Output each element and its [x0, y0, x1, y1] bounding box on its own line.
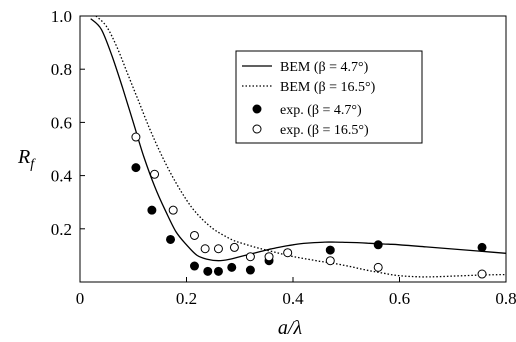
x-tick-label: 0.8 — [495, 289, 516, 308]
data-point-exp-16-5 — [200, 244, 210, 254]
data-point-exp-16-5 — [325, 256, 335, 266]
legend-label-exp-4-7: exp. (β = 4.7°) — [280, 103, 362, 118]
data-point-exp-4-7 — [131, 163, 141, 173]
y-tick-label: 1.0 — [51, 7, 72, 26]
data-point-exp-16-5 — [283, 248, 293, 258]
data-point-exp-4-7 — [325, 245, 335, 255]
y-tick-label: 0.2 — [51, 220, 72, 239]
y-tick-label: 0.8 — [51, 60, 72, 79]
x-tick-label: 0.4 — [282, 289, 304, 308]
series-line-bem-4-7 — [90, 18, 507, 262]
y-tick-label: 0.4 — [51, 167, 73, 186]
data-point-exp-16-5 — [373, 262, 383, 272]
data-point-exp-16-5 — [477, 269, 487, 279]
y-axis-label-main: R — [17, 146, 30, 168]
data-point-exp-16-5 — [229, 242, 239, 252]
data-point-exp-16-5 — [150, 169, 160, 179]
data-point-exp-4-7 — [245, 265, 255, 275]
y-tick-label: 0.6 — [51, 113, 72, 132]
data-point-exp-4-7 — [147, 205, 157, 215]
data-point-exp-4-7 — [203, 266, 213, 276]
legend-swatch-filled-circle — [252, 104, 262, 114]
legend-label-bem-16-5: BEM (β = 16.5°) — [280, 80, 376, 95]
data-point-exp-4-7 — [373, 240, 383, 250]
data-point-exp-4-7 — [477, 242, 487, 252]
data-point-exp-16-5 — [168, 205, 178, 215]
legend-label-exp-16-5: exp. (β = 16.5°) — [280, 123, 369, 138]
data-point-exp-4-7 — [213, 266, 223, 276]
y-axis-label: Rf — [17, 146, 36, 172]
series-layer — [90, 15, 507, 279]
legend: BEM (β = 4.7°) BEM (β = 16.5°) exp. (β =… — [235, 50, 423, 144]
legend-swatch-open-circle — [252, 124, 262, 134]
y-axis-label-sub: f — [30, 157, 36, 172]
data-point-exp-4-7 — [189, 261, 199, 271]
data-point-exp-16-5 — [131, 132, 141, 142]
x-axis-label: a/λ — [278, 317, 303, 339]
x-tick-label: 0 — [76, 289, 85, 308]
data-point-exp-16-5 — [189, 230, 199, 240]
ticks-layer: 0 0.2 0.4 0.6 0.8 0.2 0.4 0.6 0.8 1.0 — [51, 7, 516, 308]
data-point-exp-16-5 — [245, 252, 255, 262]
data-point-exp-16-5 — [264, 252, 274, 262]
data-point-exp-16-5 — [213, 244, 223, 254]
data-point-exp-4-7 — [227, 262, 237, 272]
x-tick-label: 0.2 — [176, 289, 197, 308]
legend-label-bem-4-7: BEM (β = 4.7°) — [280, 60, 369, 75]
x-tick-label: 0.6 — [389, 289, 410, 308]
data-point-exp-4-7 — [166, 234, 176, 244]
